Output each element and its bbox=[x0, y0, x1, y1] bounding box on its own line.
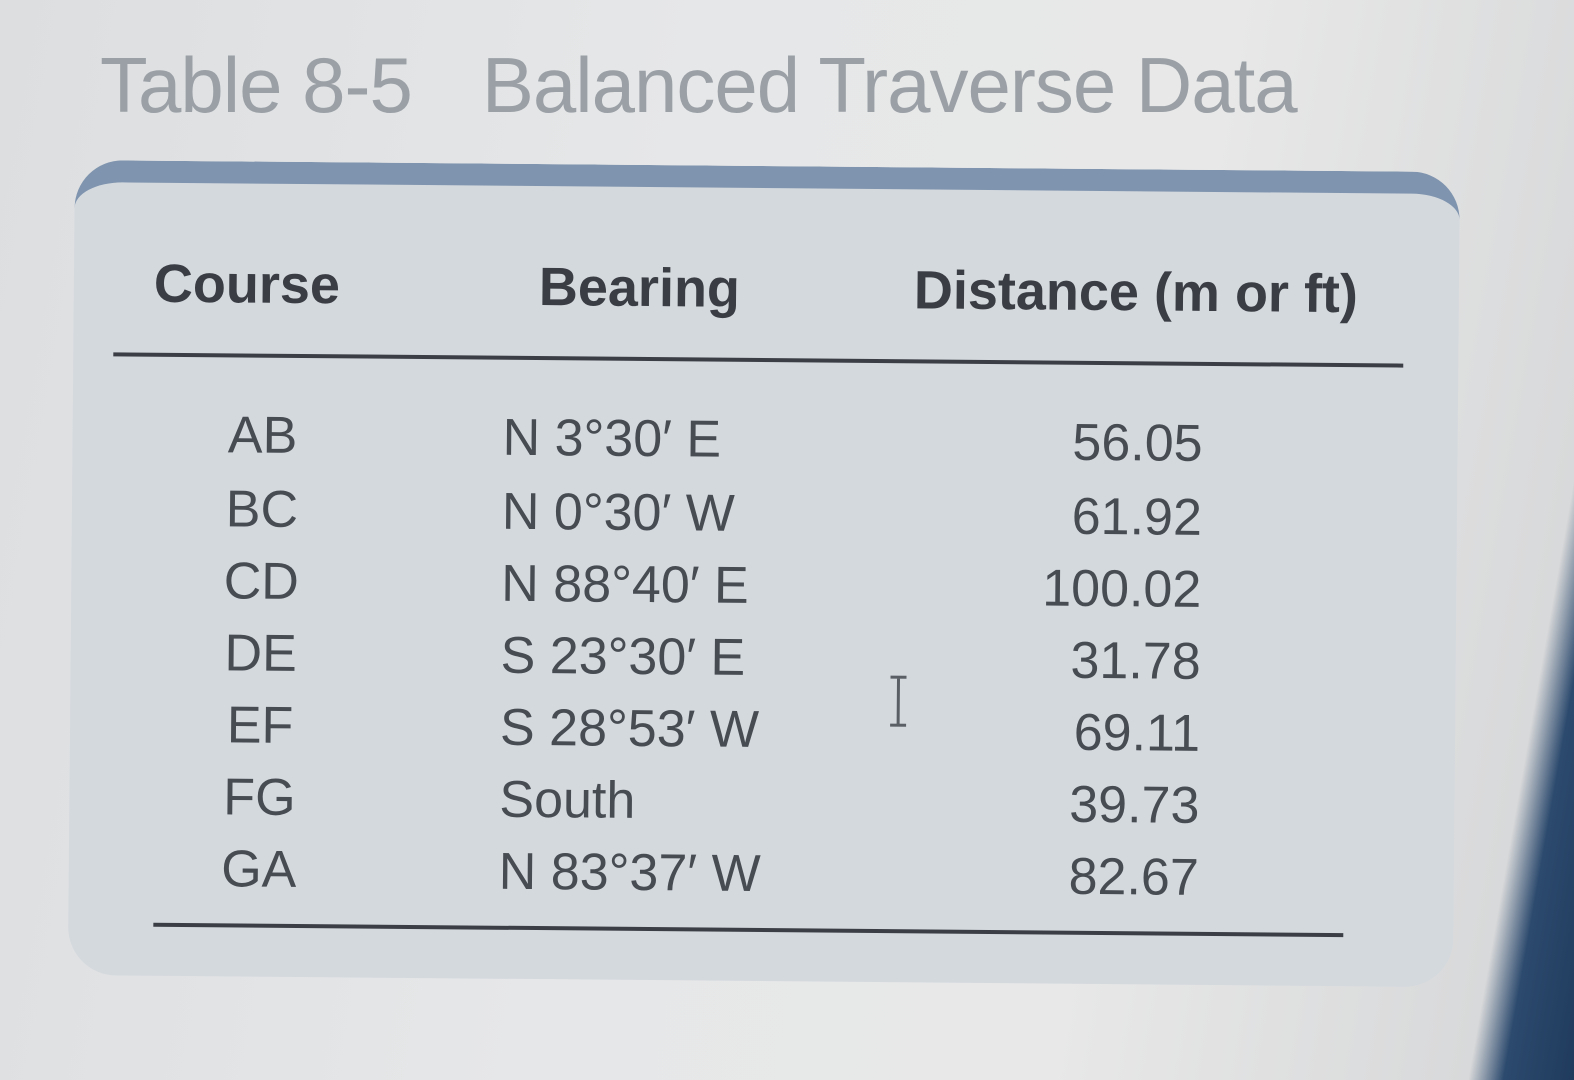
table-row: FG South 39.73 bbox=[69, 766, 1455, 850]
cell-bearing: S 28°53′ W bbox=[499, 698, 760, 759]
cell-bearing: South bbox=[499, 770, 636, 830]
cell-bearing: N 88°40′ E bbox=[501, 554, 749, 615]
table-row: BC N 0°30′ W 61.92 bbox=[72, 478, 1458, 562]
table-row: GA N 83°37′ W 82.67 bbox=[68, 838, 1454, 922]
cell-course: EF bbox=[226, 696, 294, 755]
table-number: Table 8-5 bbox=[100, 41, 413, 129]
cell-course: GA bbox=[220, 840, 297, 899]
cell-distance: 31.78 bbox=[1070, 631, 1201, 691]
table-row: DE S 23°30′ E 31.78 bbox=[70, 622, 1456, 706]
page-title: Table 8-5 Balanced Traverse Data bbox=[100, 40, 1298, 131]
cell-distance: 82.67 bbox=[1068, 847, 1200, 907]
table-row: CD N 88°40′ E 100.02 bbox=[71, 550, 1457, 634]
table-title: Balanced Traverse Data bbox=[481, 41, 1298, 129]
cell-course: FG bbox=[223, 768, 296, 827]
cell-distance: 61.92 bbox=[1071, 487, 1203, 547]
text-cursor-icon bbox=[890, 675, 907, 727]
table-row: EF S 28°53′ W 69.11 bbox=[70, 694, 1456, 778]
footer-divider bbox=[153, 922, 1344, 938]
cell-course: CD bbox=[223, 552, 300, 611]
cell-bearing: N 3°30′ E bbox=[502, 408, 722, 469]
cell-course: AB bbox=[227, 406, 298, 465]
header-course: Course bbox=[153, 253, 341, 316]
cell-course: DE bbox=[224, 624, 298, 683]
cell-bearing: S 23°30′ E bbox=[500, 626, 746, 687]
cell-distance: 100.02 bbox=[1041, 559, 1202, 619]
cell-course: BC bbox=[225, 480, 299, 539]
cell-distance: 56.05 bbox=[1072, 413, 1203, 473]
table-row: AB N 3°30′ E 56.05 bbox=[72, 404, 1458, 488]
header-distance: Distance (m or ft) bbox=[913, 260, 1359, 325]
traverse-table: Course Bearing Distance (m or ft) AB N 3… bbox=[67, 160, 1460, 988]
cell-bearing: N 0°30′ W bbox=[501, 482, 736, 543]
cell-distance: 39.73 bbox=[1069, 775, 1200, 835]
header-bearing: Bearing bbox=[538, 257, 741, 319]
cell-distance: 69.11 bbox=[1073, 703, 1201, 763]
header-divider bbox=[113, 352, 1404, 368]
cell-bearing: N 83°37′ W bbox=[498, 842, 761, 904]
